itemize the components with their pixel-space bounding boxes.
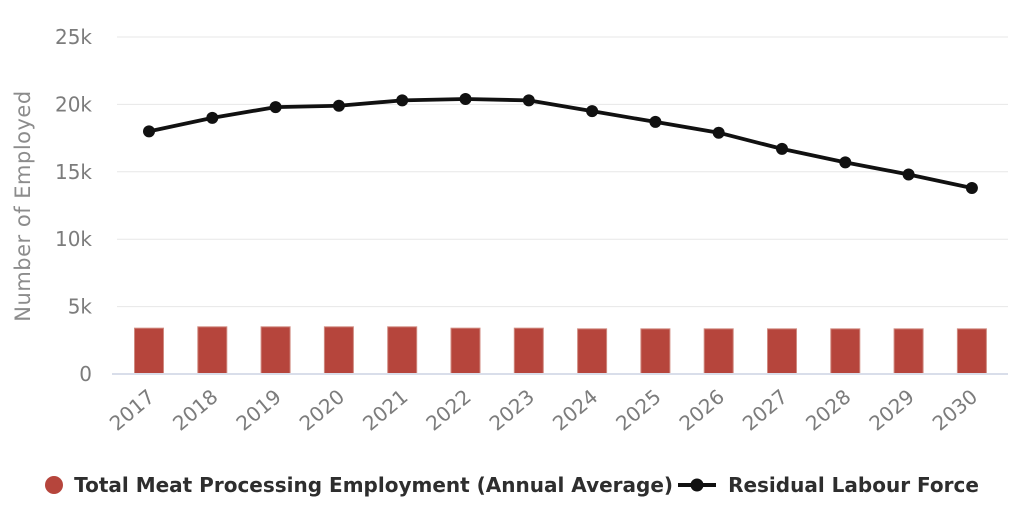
x-tick-2021: 2021 bbox=[358, 384, 412, 435]
x-tick-2019: 2019 bbox=[231, 384, 285, 435]
line-point-2021[interactable] bbox=[396, 94, 409, 107]
bar-2029[interactable] bbox=[893, 328, 924, 375]
line-point-2019[interactable] bbox=[269, 101, 282, 114]
y-tick-25k: 25k bbox=[55, 25, 92, 49]
chart-legend: Total Meat Processing Employment (Annual… bbox=[0, 454, 1024, 516]
legend-item-total-meat-processing-employment[interactable]: Total Meat Processing Employment (Annual… bbox=[45, 473, 673, 497]
bar-series-swatch-icon bbox=[45, 476, 64, 494]
residual-labour-force-line bbox=[147, 97, 974, 190]
bar-2018[interactable] bbox=[197, 326, 228, 375]
x-tick-2022: 2022 bbox=[421, 384, 475, 435]
x-tick-2023: 2023 bbox=[485, 384, 539, 435]
bar-2023[interactable] bbox=[513, 327, 544, 375]
y-tick-15k: 15k bbox=[55, 160, 92, 184]
bar-2020[interactable] bbox=[323, 326, 354, 375]
bar-2019[interactable] bbox=[260, 326, 291, 375]
line-point-2025[interactable] bbox=[649, 115, 662, 128]
line-point-2027[interactable] bbox=[776, 142, 788, 155]
line-point-2024[interactable] bbox=[586, 105, 599, 118]
x-tick-2020: 2020 bbox=[295, 384, 349, 435]
bar-2024[interactable] bbox=[577, 328, 608, 375]
y-tick-10k: 10k bbox=[55, 227, 92, 251]
bar-2022[interactable] bbox=[450, 327, 481, 375]
bar-2021[interactable] bbox=[387, 326, 418, 375]
y-tick-5k: 5k bbox=[68, 295, 93, 319]
bar-2030[interactable] bbox=[956, 328, 987, 375]
line-point-2023[interactable] bbox=[522, 94, 535, 107]
line-point-2017[interactable] bbox=[143, 125, 155, 138]
line-point-2026[interactable] bbox=[712, 126, 725, 139]
x-tick-2018: 2018 bbox=[168, 384, 222, 435]
legend-item-residual-labour-force[interactable]: Residual Labour Force bbox=[677, 473, 979, 497]
x-tick-2027: 2027 bbox=[738, 384, 792, 435]
x-tick-2026: 2026 bbox=[674, 384, 728, 435]
bar-2017[interactable] bbox=[134, 327, 164, 375]
y-tick-20k: 20k bbox=[55, 92, 92, 116]
bar-2027[interactable] bbox=[767, 328, 797, 375]
x-tick-2017: 2017 bbox=[105, 384, 159, 435]
legend-label-residual-labour-force: Residual Labour Force bbox=[728, 473, 979, 497]
x-tick-2025: 2025 bbox=[611, 384, 665, 435]
bar-2026[interactable] bbox=[703, 328, 734, 375]
line-point-2029[interactable] bbox=[902, 168, 915, 181]
line-point-2020[interactable] bbox=[332, 99, 345, 112]
line-point-2030[interactable] bbox=[965, 181, 978, 194]
x-tick-2024: 2024 bbox=[548, 384, 602, 435]
bar-2025[interactable] bbox=[640, 328, 671, 375]
line-series-swatch-icon bbox=[678, 478, 717, 492]
x-tick-2029: 2029 bbox=[864, 384, 918, 435]
line-point-2028[interactable] bbox=[839, 156, 852, 169]
bar-2028[interactable] bbox=[830, 328, 861, 375]
y-tick-0: 0 bbox=[79, 362, 92, 386]
line-point-2018[interactable] bbox=[206, 111, 219, 124]
x-tick-2030: 2030 bbox=[928, 384, 982, 435]
y-axis-title: Number of Employed bbox=[11, 90, 35, 321]
legend-label-total-meat-processing-employment: Total Meat Processing Employment (Annual… bbox=[74, 473, 674, 497]
line-point-2022[interactable] bbox=[459, 93, 472, 106]
x-tick-2028: 2028 bbox=[801, 384, 855, 435]
